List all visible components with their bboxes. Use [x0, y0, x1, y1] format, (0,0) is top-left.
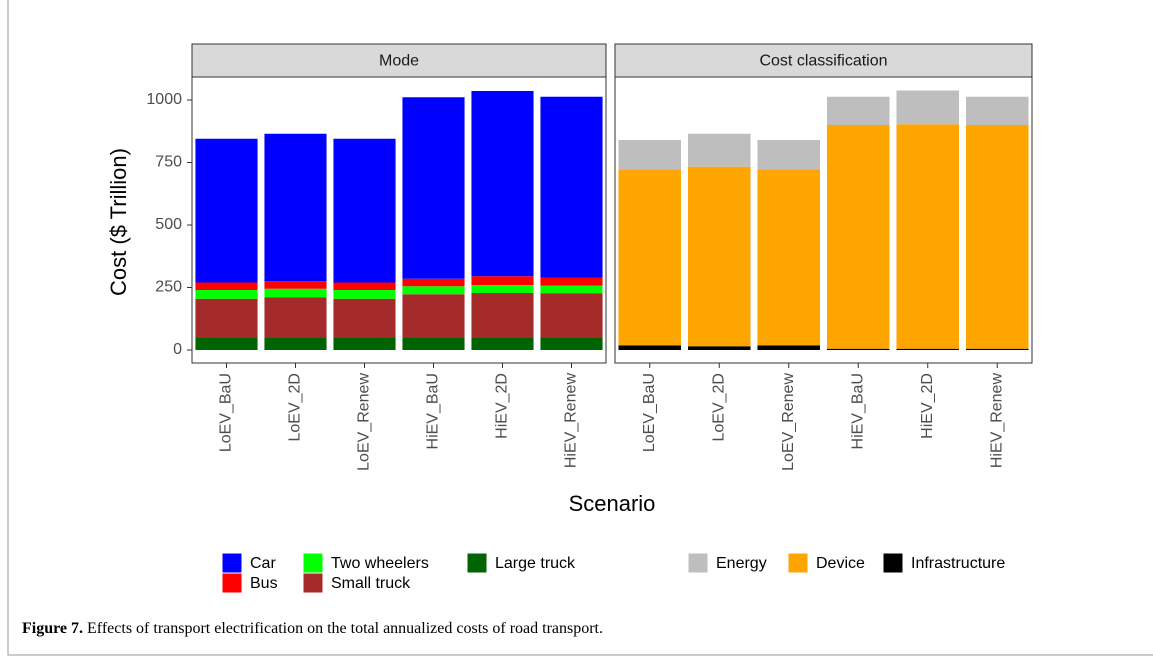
bar-segment — [471, 338, 534, 350]
bar-segment — [264, 133, 327, 282]
legend-label: Large truck — [495, 555, 576, 572]
bar-segment — [826, 125, 890, 349]
x-tick-label: HiEV_BaU — [425, 373, 442, 449]
bar-segment — [402, 338, 465, 350]
bar-segment — [618, 345, 682, 350]
y-tick-label: 750 — [155, 154, 182, 171]
bar-segment — [402, 286, 465, 295]
legend-swatch — [687, 552, 709, 574]
y-axis-title: Cost ($ Trillion) — [106, 148, 131, 296]
x-tick-label: LoEV_BaU — [218, 373, 235, 452]
bar-segment — [540, 293, 603, 338]
legend-label: Bus — [250, 575, 278, 592]
bar-segment — [757, 140, 821, 170]
bar-segment — [333, 282, 396, 290]
x-axis-title: Scenario — [569, 491, 656, 516]
bar-segment — [757, 345, 821, 350]
x-tick-label: HiEV_2D — [919, 373, 936, 439]
bar-segment — [471, 293, 534, 338]
legend-label: Small truck — [331, 575, 411, 592]
legend-label: Infrastructure — [911, 555, 1005, 572]
x-tick-label: HiEV_BaU — [849, 373, 866, 449]
bar-segment — [965, 96, 1029, 125]
y-tick-label: 250 — [155, 279, 182, 296]
legend-swatch — [466, 552, 488, 574]
panel-border — [614, 76, 1033, 364]
bar-segment — [471, 91, 534, 277]
bar-segment — [757, 169, 821, 346]
bar-segment — [540, 285, 603, 294]
bar-segment — [333, 138, 396, 283]
frame — [7, 0, 1153, 656]
bar-segment — [195, 290, 258, 299]
bar-segment — [402, 97, 465, 279]
bar-segment — [896, 348, 960, 350]
panel-title: Mode — [379, 53, 419, 70]
bar-segment — [195, 282, 258, 290]
panel-title: Cost classification — [759, 53, 887, 70]
legend-swatch — [221, 552, 243, 574]
bar-segment — [402, 278, 465, 287]
bar-segment — [687, 166, 751, 347]
bar-segment — [471, 276, 534, 285]
bar-segment — [687, 133, 751, 167]
bar-segment — [687, 346, 751, 350]
legend-swatch — [302, 572, 324, 594]
legend-swatch — [302, 552, 324, 574]
y-tick-label: 500 — [155, 216, 182, 233]
bar-segment — [195, 338, 258, 350]
bar-segment — [264, 338, 327, 350]
caption-text: Effects of transport electrification on … — [87, 620, 603, 637]
bar-segment — [333, 298, 396, 338]
bar-segment — [618, 169, 682, 346]
strip — [191, 43, 607, 78]
bar-segment — [826, 96, 890, 125]
x-tick-label: LoEV_2D — [287, 373, 304, 442]
bar-segment — [471, 285, 534, 293]
x-tick-label: LoEV_Renew — [356, 373, 373, 471]
x-tick-label: HiEV_Renew — [988, 373, 1005, 469]
bar-segment — [195, 298, 258, 338]
caption: Figure 7. Effects of transport electrific… — [22, 620, 603, 637]
legend-label: Car — [250, 555, 276, 572]
legend-swatch — [787, 552, 809, 574]
bar-segment — [540, 96, 603, 278]
x-tick-label: HiEV_Renew — [563, 373, 580, 469]
bar-segment — [195, 138, 258, 283]
legend-label: Energy — [716, 555, 767, 572]
legend-label: Device — [816, 555, 865, 572]
y-tick-label: 0 — [173, 341, 182, 358]
bar-segment — [402, 294, 465, 338]
bar-segment — [896, 90, 960, 125]
x-tick-label: LoEV_2D — [710, 373, 727, 442]
bar-segment — [264, 281, 327, 289]
bar-segment — [965, 348, 1029, 350]
legend-label: Two wheelers — [331, 555, 429, 572]
bar-segment — [896, 124, 960, 349]
bar-segment — [540, 277, 603, 286]
bar-segment — [618, 140, 682, 170]
bar-segment — [540, 338, 603, 350]
bar-segment — [333, 338, 396, 350]
legend-swatch — [221, 572, 243, 594]
bar-segment — [264, 297, 327, 338]
x-tick-label: LoEV_BaU — [641, 373, 658, 452]
x-tick-label: HiEV_2D — [494, 373, 511, 439]
bar-segment — [826, 348, 890, 350]
x-tick-label: LoEV_Renew — [780, 373, 797, 471]
panel-border — [191, 76, 607, 364]
bar-segment — [333, 290, 396, 299]
bar-segment — [965, 125, 1029, 349]
bar-segment — [264, 288, 327, 298]
legend-swatch — [882, 552, 904, 574]
caption-label: Figure 7. — [22, 620, 83, 637]
y-tick-label: 1000 — [146, 91, 182, 108]
